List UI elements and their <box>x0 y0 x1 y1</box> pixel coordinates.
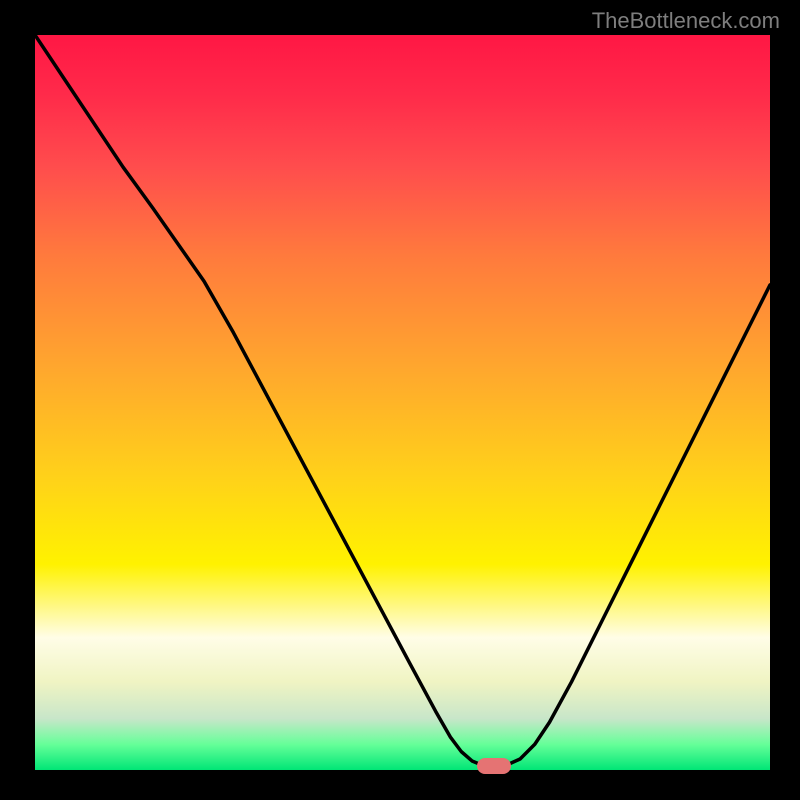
chart-container: TheBottleneck.com <box>0 0 800 800</box>
minimum-marker <box>477 758 511 774</box>
bottleneck-curve <box>35 35 770 770</box>
watermark-text: TheBottleneck.com <box>592 8 780 34</box>
plot-frame <box>35 35 770 770</box>
